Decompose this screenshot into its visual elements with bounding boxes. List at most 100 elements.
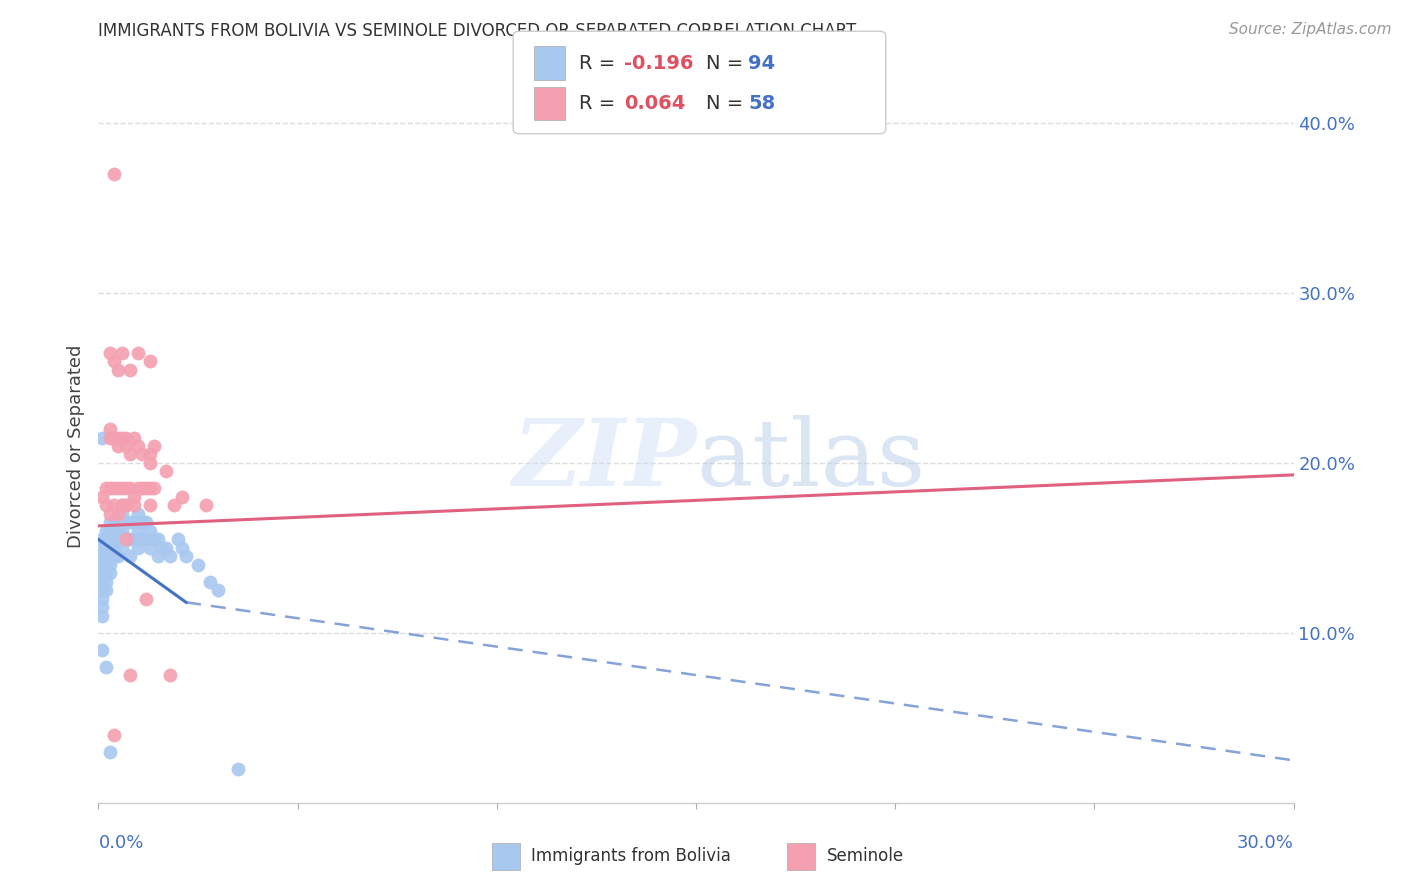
Point — [115, 482, 138, 496]
Point — [100, 745, 122, 759]
Point — [148, 549, 170, 564]
Text: 58: 58 — [748, 94, 775, 113]
Point — [107, 516, 129, 530]
Point — [103, 499, 125, 513]
Point — [127, 541, 149, 555]
Point — [159, 549, 181, 564]
Point — [100, 422, 122, 436]
Point — [96, 660, 118, 674]
Point — [111, 430, 134, 444]
Point — [96, 541, 118, 555]
Text: 0.064: 0.064 — [624, 94, 686, 113]
Point — [124, 430, 146, 444]
Point — [148, 533, 170, 547]
Point — [111, 524, 134, 538]
Point — [115, 430, 138, 444]
Point — [139, 354, 162, 368]
Point — [107, 362, 129, 376]
Point — [111, 507, 134, 521]
Point — [120, 516, 142, 530]
Point — [139, 448, 162, 462]
Point — [103, 516, 125, 530]
Point — [91, 608, 114, 623]
Point — [91, 574, 114, 589]
Point — [131, 533, 153, 547]
Point — [91, 490, 114, 504]
Point — [226, 762, 249, 776]
Point — [115, 499, 138, 513]
Point — [111, 541, 134, 555]
Point — [107, 482, 129, 496]
Point — [107, 439, 129, 453]
Point — [100, 524, 122, 538]
Point — [91, 583, 114, 598]
Point — [100, 549, 122, 564]
Point — [96, 524, 118, 538]
Point — [167, 533, 190, 547]
Point — [143, 482, 166, 496]
Point — [120, 362, 142, 376]
Point — [115, 533, 138, 547]
Point — [155, 541, 177, 555]
Point — [100, 516, 122, 530]
Text: N =: N = — [706, 54, 749, 73]
Point — [91, 430, 114, 444]
Point — [107, 507, 129, 521]
Point — [139, 499, 162, 513]
Point — [103, 549, 125, 564]
Point — [131, 516, 153, 530]
Point — [124, 533, 146, 547]
Point — [107, 430, 129, 444]
Point — [115, 499, 138, 513]
Point — [120, 549, 142, 564]
Point — [100, 482, 122, 496]
Point — [120, 482, 142, 496]
Text: R =: R = — [579, 54, 621, 73]
Point — [111, 499, 134, 513]
Point — [100, 430, 122, 444]
Point — [103, 482, 125, 496]
Text: ZIP: ZIP — [512, 416, 696, 505]
Point — [91, 541, 114, 555]
Point — [103, 430, 125, 444]
Point — [127, 524, 149, 538]
Point — [100, 541, 122, 555]
Point — [100, 566, 122, 581]
Point — [159, 668, 181, 682]
Point — [100, 507, 122, 521]
Point — [96, 566, 118, 581]
Point — [139, 482, 162, 496]
Point — [143, 439, 166, 453]
Point — [143, 533, 166, 547]
Text: IMMIGRANTS FROM BOLIVIA VS SEMINOLE DIVORCED OR SEPARATED CORRELATION CHART: IMMIGRANTS FROM BOLIVIA VS SEMINOLE DIVO… — [98, 22, 856, 40]
Point — [96, 574, 118, 589]
Point — [115, 439, 138, 453]
Point — [120, 668, 142, 682]
Point — [103, 354, 125, 368]
Text: 94: 94 — [748, 54, 775, 73]
Point — [139, 524, 162, 538]
Point — [91, 591, 114, 606]
Point — [100, 345, 122, 359]
Point — [91, 566, 114, 581]
Point — [120, 448, 142, 462]
Point — [124, 516, 146, 530]
Point — [198, 574, 221, 589]
Point — [135, 533, 157, 547]
Text: 0.0%: 0.0% — [98, 834, 143, 852]
Point — [103, 167, 125, 181]
Y-axis label: Divorced or Separated: Divorced or Separated — [66, 344, 84, 548]
Point — [96, 558, 118, 572]
Point — [100, 533, 122, 547]
Point — [155, 465, 177, 479]
Point — [120, 533, 142, 547]
Point — [91, 558, 114, 572]
Point — [187, 558, 209, 572]
Point — [91, 643, 114, 657]
Point — [135, 516, 157, 530]
Point — [115, 533, 138, 547]
Point — [150, 541, 173, 555]
Point — [111, 482, 134, 496]
Point — [115, 516, 138, 530]
Point — [103, 541, 125, 555]
